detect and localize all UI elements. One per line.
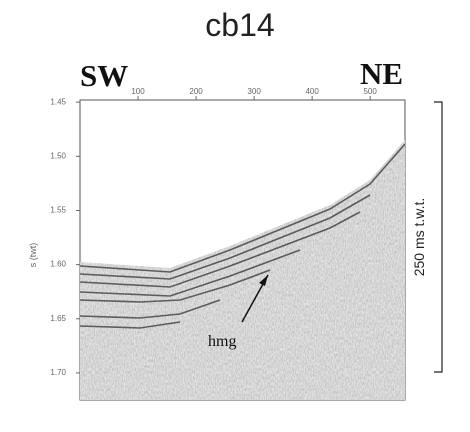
y-axis-label: s (twt) — [28, 243, 38, 268]
arrowhead — [259, 275, 268, 286]
end-label: SW — [80, 58, 128, 93]
y-tick-label: 1.50 — [50, 151, 66, 160]
y-tick-label: 1.45 — [50, 97, 66, 106]
scale-bar — [434, 101, 443, 373]
x-tick-label: 100 — [131, 87, 145, 96]
x-tick-label: 200 — [189, 87, 203, 96]
y-tick-label: 1.60 — [50, 260, 66, 269]
y-tick-label: 1.70 — [50, 368, 66, 377]
reflector-label: hmg — [208, 333, 236, 350]
x-tick-label: 400 — [305, 87, 319, 96]
reflectors — [80, 143, 405, 329]
chart-title: cb14 — [205, 7, 274, 43]
scale-bar-label: 250 ms t.w.t. — [411, 198, 427, 277]
x-tick-label: 300 — [247, 87, 261, 96]
y-tick-label: 1.55 — [50, 206, 66, 215]
x-tick-label: 500 — [363, 87, 377, 96]
y-tick-label: 1.65 — [50, 314, 66, 323]
end-label: NE — [360, 56, 403, 91]
